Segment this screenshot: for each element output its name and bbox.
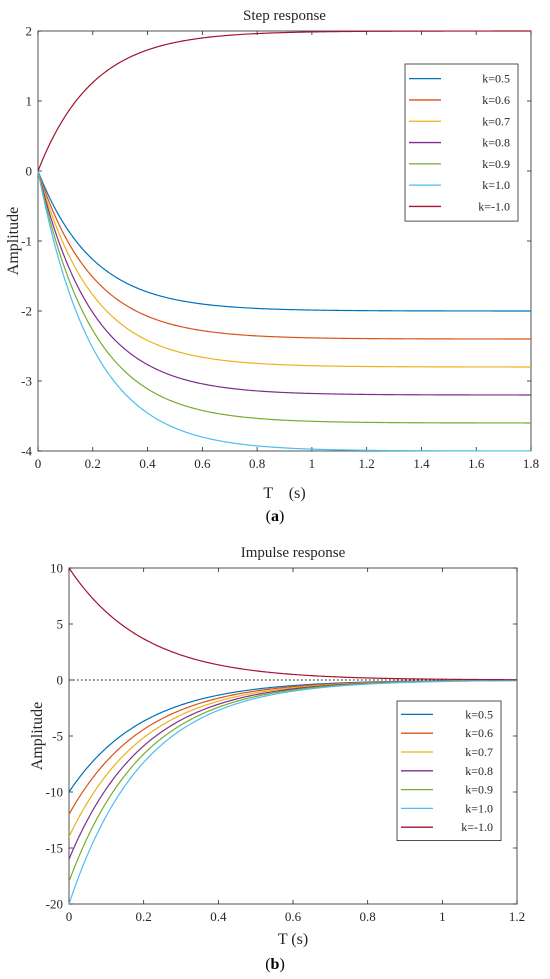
y-tick-label: -4 [21, 444, 32, 459]
legend-label: k=0.6 [465, 726, 493, 740]
y-tick-label: 2 [26, 24, 33, 39]
y-tick-label: -3 [21, 374, 32, 389]
y-tick-label: -10 [46, 785, 63, 800]
chart-b: 0 0.2 0.4 0.6 0.8 1 1.2 -20 -15 -10 -5 0 5 10 Impulse … [29, 545, 525, 973]
y-axis-label: Amplitude [5, 207, 22, 275]
legend-label: k=0.9 [465, 783, 493, 797]
series-line-k=-1.0 [68, 567, 517, 681]
legend-label: k=0.9 [482, 157, 510, 171]
legend-label: k=0.8 [482, 136, 510, 150]
legend-label: k=0.7 [482, 114, 510, 128]
legend-label: k=0.7 [465, 745, 493, 759]
x-tick-label: 1.2 [509, 909, 525, 924]
y-tick-label: 10 [50, 561, 63, 576]
x-tick-label: 1.4 [413, 456, 430, 471]
chart-a: 0 0.2 0.4 0.6 0.8 1 1.2 1.4 1.6 1.8 -4 -3 -2 -1 0 1 2 Ste… [5, 8, 539, 525]
y-tick-label: 0 [26, 164, 33, 179]
x-tick-label: 1.8 [523, 456, 539, 471]
x-axis-label: T (s) [278, 931, 308, 948]
legend-label: k=0.5 [465, 707, 493, 721]
series-line-k=0.8 [37, 170, 531, 396]
x-tick-label: 0 [66, 909, 73, 924]
y-tick-label: -15 [46, 841, 63, 856]
series-line-k=0.6 [37, 170, 531, 340]
series-line-k=0.9 [37, 170, 531, 424]
x-tick-label: 0.2 [85, 456, 101, 471]
x-tick-label: 0.6 [194, 456, 211, 471]
legend-label: k=0.5 [482, 72, 510, 86]
series-line-k=1.0 [37, 170, 532, 452]
legend-label: k=1.0 [482, 178, 510, 192]
legend-label: k=1.0 [465, 801, 493, 815]
y-tick-label: 5 [57, 617, 64, 632]
x-tick-label: 1 [439, 909, 446, 924]
legend: k=0.5 k=0.6 k=0.7 k=0.8 k=0.9 k=1.0 k=-1.0 [396, 700, 502, 842]
legend-label: k=-1.0 [461, 820, 493, 834]
series-line-k=0.7 [37, 170, 532, 368]
x-tick-label: 1.6 [468, 456, 485, 471]
x-tick-label: 0.2 [136, 909, 152, 924]
x-tick-label: 0.4 [139, 456, 156, 471]
legend-label: k=0.8 [465, 764, 493, 778]
series-line-k=0.5 [37, 170, 531, 312]
x-tick-label: 0.4 [210, 909, 227, 924]
y-tick-label: -5 [52, 729, 63, 744]
legend-label: k=0.6 [482, 93, 510, 107]
figure-caption: (a) [266, 508, 285, 525]
x-tick-label: 0.6 [285, 909, 302, 924]
legend-label: k=-1.0 [478, 199, 510, 213]
legend: k=0.5 k=0.6 k=0.7 k=0.8 k=0.9 k=1.0 k=-1.0 [404, 63, 519, 222]
chart-title: Step response [243, 8, 326, 24]
y-axis-label: Amplitude [29, 702, 46, 770]
figure-caption: (b) [265, 956, 285, 973]
x-tick-label: 1.2 [359, 456, 375, 471]
chart-title: Impulse response [241, 545, 346, 561]
y-tick-label: -2 [21, 304, 32, 319]
x-tick-label: 0 [35, 456, 42, 471]
series-line-k=-1.0 [37, 30, 531, 172]
x-tick-label: 0.8 [360, 909, 376, 924]
y-tick-label: 0 [57, 673, 64, 688]
x-tick-label: 0.8 [249, 456, 265, 471]
x-axis-label: T (s) [263, 485, 305, 502]
y-tick-label: -20 [46, 897, 63, 912]
y-tick-label: -1 [21, 234, 32, 249]
x-tick-label: 1 [309, 456, 316, 471]
y-tick-label: 1 [26, 94, 33, 109]
series-line-k=1.0 [68, 679, 518, 905]
